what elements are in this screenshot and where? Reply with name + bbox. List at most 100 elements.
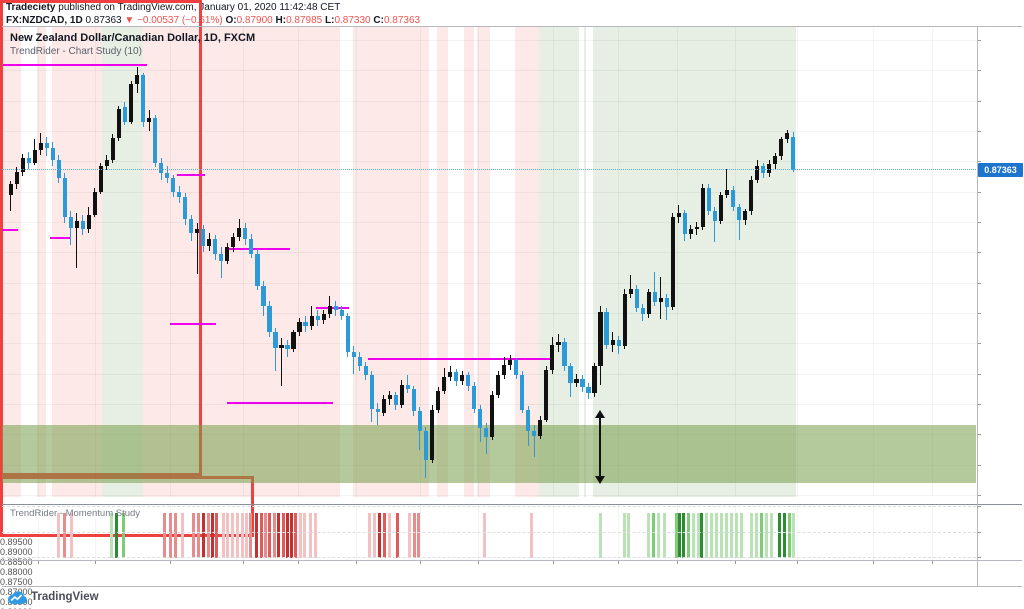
momentum-bar [294, 513, 297, 558]
time-axis-tick [356, 560, 357, 564]
price-axis-label[interactable]: 0.87000 [0, 587, 1024, 597]
v-gridline [478, 26, 479, 497]
momentum-bar [268, 513, 271, 558]
axis-tick [977, 495, 981, 497]
price-axis-label[interactable]: 0.88500 [0, 557, 33, 567]
price-axis-label[interactable]: 0.88000 [0, 567, 33, 577]
candle-up [146, 117, 152, 122]
chart-study-label: TrendRider - Chart Study (10) [10, 46, 142, 57]
momentum-bar [647, 513, 650, 558]
momentum-bar [260, 513, 263, 558]
h-gridline [2, 343, 976, 345]
price-axis-label[interactable]: 0.87500 [0, 577, 33, 587]
candle-up [128, 83, 134, 122]
price-axis-label[interactable]: 0.86500 [0, 597, 1024, 607]
pivot-line [2, 228, 18, 231]
momentum-bar [236, 513, 239, 558]
momentum-bar [483, 513, 486, 558]
momentum-bar [715, 513, 718, 558]
momentum-bar [663, 513, 666, 558]
candle-wick [274, 327, 276, 371]
candle-down [580, 378, 585, 388]
candle-up [700, 188, 705, 227]
candle-down [201, 229, 206, 247]
momentum-bar [682, 513, 685, 558]
candle-wick [196, 223, 198, 274]
h-gridline [2, 222, 976, 223]
price-axis[interactable] [977, 26, 978, 587]
candle-down [526, 410, 531, 432]
momentum-bar [57, 513, 60, 558]
v-gridline [873, 26, 874, 497]
h-gridline [2, 373, 976, 375]
candle-up [134, 75, 140, 84]
momentum-bar [174, 513, 177, 558]
candle-up [688, 229, 693, 235]
price-axis-label[interactable]: 0.89500 [0, 537, 33, 547]
momentum-bar [755, 513, 758, 558]
pivot-line [368, 357, 552, 360]
candle-wick [353, 346, 355, 374]
price-axis-label[interactable]: 0.89000 [0, 547, 33, 557]
chart-title: New Zealand Dollar/Canadian Dollar, 1D, … [10, 32, 256, 44]
candle-up [538, 419, 543, 436]
momentum-bar [299, 513, 302, 558]
momentum-bar [282, 513, 285, 558]
candle-up [225, 247, 230, 262]
candle-up [754, 166, 760, 180]
time-axis-tick [797, 560, 798, 564]
momentum-bar [211, 513, 214, 558]
momentum-bar [417, 513, 420, 558]
symbol-label: FX:NZDCAD, 1D [6, 15, 83, 26]
candle-down [219, 253, 224, 262]
h-gridline [2, 282, 976, 284]
current-price-tag: 0.87363 [978, 162, 1023, 177]
momentum-bar [303, 513, 306, 558]
tradingview-logo-text[interactable]: TradingView [31, 591, 99, 603]
session-band-bullish [584, 26, 586, 497]
h-gridline [2, 404, 976, 406]
candle-up [98, 166, 103, 192]
tradingview-cloud-icon[interactable] [6, 589, 28, 606]
momentum-bar [110, 513, 113, 558]
time-axis-tick [873, 560, 874, 564]
symbol-line: FX:NZDCAD, 1D 0.87363 ▼ −0.00537 (−0.61%… [6, 15, 420, 26]
candle-down [80, 220, 85, 230]
candle-up [592, 366, 597, 394]
h-gridline [2, 495, 976, 497]
price-axis-label[interactable]: 0.86000 [0, 607, 1024, 609]
candle-down [333, 305, 338, 310]
pivot-line [227, 401, 333, 404]
momentum-bottom-border [2, 560, 1022, 561]
session-band-bearish [353, 26, 429, 497]
session-band-bearish [464, 26, 474, 497]
v-gridline [618, 26, 619, 497]
candle-down [411, 388, 417, 412]
panel-separator [2, 504, 1022, 505]
momentum-bar [314, 513, 317, 558]
low-label: L: [325, 15, 335, 26]
current-price-line [2, 168, 976, 170]
candle-up [556, 342, 561, 345]
candle-up [381, 399, 386, 413]
momentum-bar [169, 513, 172, 558]
momentum-bar [735, 513, 738, 558]
v-gridline [797, 26, 798, 497]
momentum-bar [373, 513, 376, 558]
candle-up [297, 322, 302, 333]
candle-wick [281, 338, 282, 386]
candle-up [74, 220, 79, 229]
candle-down [652, 291, 657, 303]
candle-up [460, 374, 465, 381]
momentum-bar [226, 513, 229, 558]
candle-up [598, 311, 603, 367]
axis-tick [977, 434, 981, 436]
momentum-bar [378, 513, 381, 558]
candle-up [773, 156, 778, 165]
session-band-bearish [437, 26, 448, 497]
momentum-bar [273, 513, 276, 558]
candle-up [447, 372, 453, 377]
candle-wick [726, 168, 728, 198]
candle-up [785, 132, 790, 140]
